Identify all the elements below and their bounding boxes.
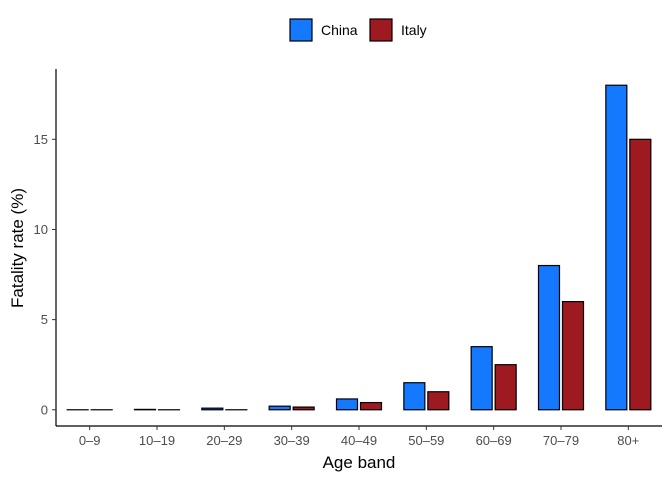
legend-label-china: China xyxy=(321,22,358,38)
x-tick-label: 40–49 xyxy=(341,433,377,448)
y-axis-title: Fatality rate (%) xyxy=(8,188,27,308)
x-axis-title: Age band xyxy=(323,453,396,472)
bar-china-8 xyxy=(605,84,628,411)
bar-italy-8 xyxy=(629,138,652,411)
bar-china-4 xyxy=(335,398,359,411)
legend-label-italy: Italy xyxy=(401,22,427,38)
legend-key-china xyxy=(289,18,313,42)
x-tick-label: 70–79 xyxy=(543,433,579,448)
bar-china-3 xyxy=(268,405,291,411)
x-tick-label: 30–39 xyxy=(274,433,310,448)
bar-china-5 xyxy=(403,382,426,411)
y-tick-label: 10 xyxy=(34,222,48,237)
bar-italy-6 xyxy=(494,364,517,411)
bar-italy-5 xyxy=(427,391,450,411)
bar-italy-3 xyxy=(292,406,315,411)
y-tick-label: 15 xyxy=(34,132,48,147)
legend: China Italy xyxy=(289,18,427,42)
bar-china-2 xyxy=(201,407,224,411)
bar-china-7 xyxy=(537,264,561,411)
y-tick-label: 0 xyxy=(41,402,48,417)
x-tick-label: 0–9 xyxy=(79,433,101,448)
x-tick-label: 80+ xyxy=(617,433,639,448)
x-tick-label: 60–69 xyxy=(476,433,512,448)
legend-key-italy xyxy=(369,18,393,42)
bar-china-6 xyxy=(470,346,493,411)
y-ticks: 0 5 10 15 xyxy=(34,132,56,417)
x-tick-label: 20–29 xyxy=(206,433,242,448)
x-tick-label: 10–19 xyxy=(139,433,175,448)
bar-italy-4 xyxy=(359,401,383,411)
bars xyxy=(66,84,652,411)
bar-italy-7 xyxy=(561,300,585,411)
x-tick-label: 50–59 xyxy=(408,433,444,448)
x-ticks: 0–9 10–19 20–29 30–39 40–49 50–59 60–69 70–79 80… xyxy=(79,426,639,448)
y-tick-label: 5 xyxy=(41,312,48,327)
